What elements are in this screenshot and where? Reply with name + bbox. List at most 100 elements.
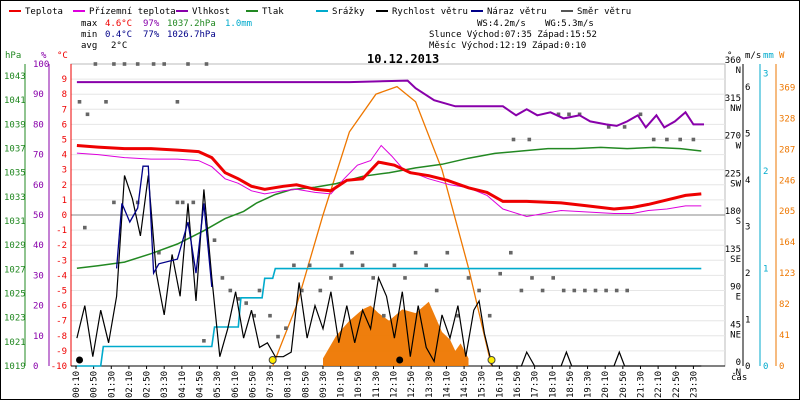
wind-direction-point	[593, 288, 598, 293]
x-axis-title: čas	[731, 372, 747, 383]
x-tick-label: 13:30	[425, 371, 435, 398]
wind-direction-point	[567, 112, 571, 117]
legend-label: Tlak	[262, 7, 284, 17]
w-tick-label: 164	[779, 238, 795, 248]
ms-tick-label: 3	[745, 223, 750, 233]
deg-tick-label: 45	[730, 320, 741, 330]
sun-event-dot	[487, 356, 496, 364]
wind-direction-point	[487, 313, 492, 318]
x-tick-label: 14:50	[460, 371, 470, 398]
deg-tick-label: 180	[725, 207, 741, 217]
legend-label: Srážky	[332, 7, 365, 17]
pct-tick-label: 50	[33, 211, 44, 221]
x-tick-label: 09:30	[319, 371, 329, 398]
pct-tick-label: 0	[33, 362, 38, 372]
wind-direction-point	[691, 137, 696, 142]
wind-direction-point	[392, 263, 397, 268]
wind-direction-point	[202, 339, 206, 343]
legend-label: Přízemní teplota	[89, 7, 176, 17]
w-tick-label: 287	[779, 145, 795, 155]
c-tick-label: -8	[56, 332, 67, 342]
wind-gust-line	[115, 165, 213, 288]
wind-direction-point	[466, 276, 471, 280]
summary-wg: WG:5.3m/s	[545, 19, 594, 29]
c-tick-label: -9	[56, 347, 67, 357]
hpa-axis-title: hPa	[5, 51, 21, 61]
summary-min-hum: 77%	[143, 30, 160, 40]
summary-avg-temp: 2°C	[111, 41, 127, 51]
wind-direction-point	[191, 200, 196, 205]
deg-dir-label: W	[736, 142, 742, 152]
wind-direction-point	[85, 112, 90, 117]
summary-max-temp: 4.6°C	[105, 19, 132, 29]
wind-direction-point	[228, 288, 233, 293]
wind-speed-line	[76, 175, 702, 367]
pct-axis-title: %	[41, 51, 47, 61]
wind-direction-point	[509, 250, 513, 255]
wind-direction-point	[556, 112, 561, 117]
x-tick-label: 12:10	[390, 371, 400, 398]
x-tick-label: 18:10	[548, 371, 558, 398]
wind-direction-point	[180, 200, 185, 205]
legend-label: Směr větru	[577, 7, 631, 17]
wind-direction-point	[445, 250, 450, 255]
wind-direction-point	[614, 288, 619, 293]
pressure-line	[76, 146, 702, 269]
w-tick-label: 369	[779, 83, 795, 93]
wind-direction-point	[540, 288, 545, 293]
w-tick-label: 82	[779, 300, 790, 310]
ms-tick-label: 5	[745, 130, 750, 140]
deg-tick-label: 90	[730, 283, 741, 293]
wind-direction-point	[104, 100, 108, 104]
deg-tick-label: 0	[736, 358, 741, 368]
hpa-tick-label: 1027	[4, 265, 26, 275]
legend-label: Teplota	[25, 7, 63, 17]
c-tick-label: 1	[62, 196, 67, 206]
deg-tick-label: 360	[725, 56, 741, 66]
hpa-tick-label: 1043	[4, 72, 26, 82]
x-tick-label: 22:50	[672, 371, 682, 398]
x-tick-label: 16:10	[495, 371, 505, 398]
x-tick-label: 18:50	[566, 371, 576, 398]
deg-tick-label: 135	[725, 245, 741, 255]
hpa-tick-label: 1023	[4, 314, 26, 324]
hpa-tick-label: 1021	[4, 338, 26, 348]
wind-direction-point	[371, 276, 375, 280]
summary-max-hum: 97%	[143, 19, 160, 29]
pct-tick-label: 70	[33, 151, 44, 161]
pct-tick-label: 20	[33, 302, 44, 312]
wind-direction-point	[339, 263, 344, 268]
w-tick-label: 123	[779, 269, 795, 279]
chart-title: 10.12.2013	[367, 52, 439, 66]
x-tick-label: 14:10	[442, 371, 452, 398]
legend-label: Náraz větru	[487, 7, 547, 17]
wind-direction-point	[530, 276, 534, 280]
deg-dir-label: S	[736, 217, 741, 227]
x-tick-label: 07:30	[266, 371, 276, 398]
summary-avg-label: avg	[81, 41, 97, 51]
mm-tick-label: 2	[763, 167, 768, 177]
wind-direction-point	[403, 276, 407, 280]
wind-direction-point	[268, 313, 272, 318]
summary-min-press: 1026.7hPa	[167, 30, 216, 40]
wind-direction-point	[583, 288, 587, 293]
summary-max-press: 1037.2hPa	[167, 19, 216, 29]
mm-tick-label: 3	[763, 70, 768, 80]
c-tick-label: 6	[62, 120, 67, 130]
x-tick-label: 20:10	[601, 371, 611, 398]
c-tick-label: -2	[56, 241, 67, 251]
wind-direction-point	[276, 334, 280, 339]
wind-direction-point	[204, 62, 209, 66]
ms-tick-label: 1	[745, 316, 750, 326]
axes: 1043104110391037103510331031102910271025…	[4, 56, 795, 398]
wind-direction-point	[157, 250, 161, 255]
wind-direction-point	[434, 288, 439, 293]
x-tick-label: 11:30	[372, 371, 382, 398]
temperature-line	[76, 144, 702, 211]
wind-direction-point	[244, 301, 248, 305]
wind-direction-point	[329, 276, 333, 280]
wind-direction-point	[83, 225, 87, 230]
c-tick-label: 7	[62, 105, 67, 115]
x-tick-label: 08:10	[284, 371, 294, 398]
summary-max-label: max	[81, 19, 98, 29]
